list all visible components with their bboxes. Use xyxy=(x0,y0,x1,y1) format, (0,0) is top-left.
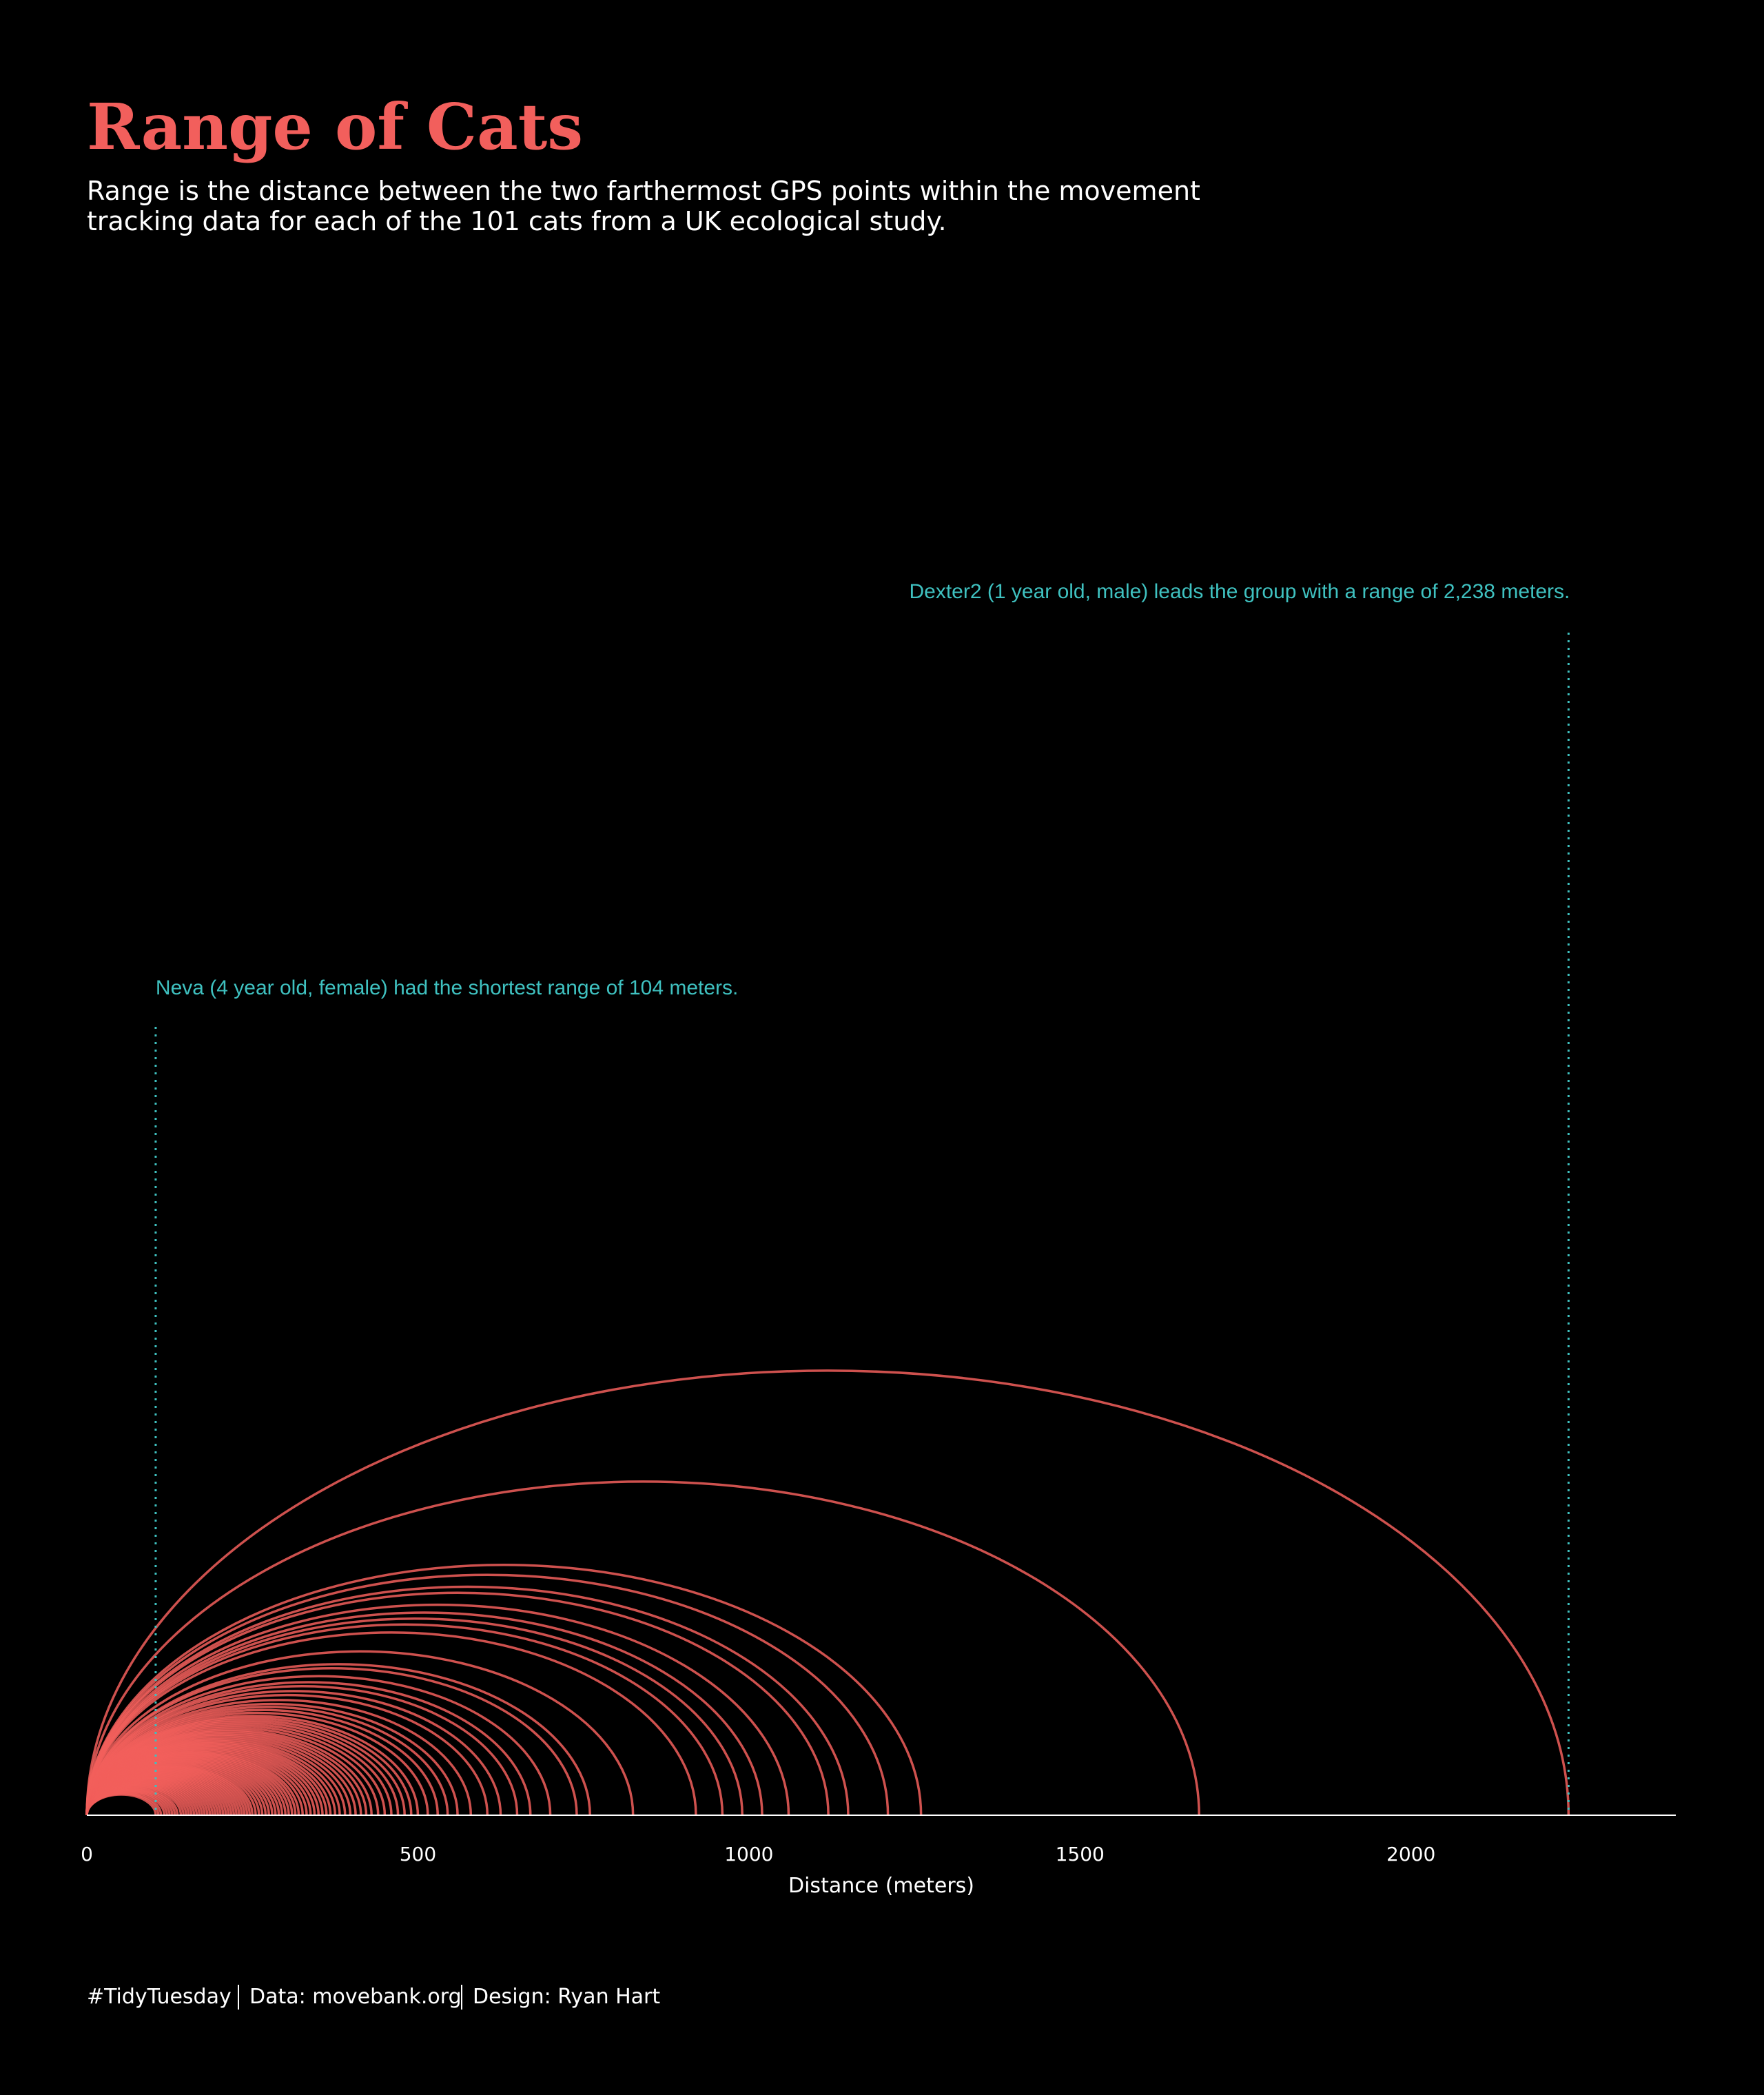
range-arc xyxy=(85,1573,890,1816)
range-arc xyxy=(85,1585,850,1816)
x-tick-label: 1500 xyxy=(1056,1843,1105,1866)
range-arc xyxy=(85,1369,1570,1816)
range-arc xyxy=(85,1592,830,1816)
range-arc xyxy=(85,1604,790,1816)
chart-title: Range of Cats xyxy=(87,90,583,164)
x-axis-label: Distance (meters) xyxy=(788,1874,974,1898)
chart-subtitle-line-1: Range is the distance between the two fa… xyxy=(87,176,1200,206)
caption-design-credit: Design: Ryan Hart xyxy=(473,1985,660,2009)
range-arc xyxy=(85,1650,635,1816)
range-arc xyxy=(85,1480,1200,1816)
x-axis-ticks: 0 500 1000 1500 2000 xyxy=(81,1843,1435,1866)
caption-tag: #TidyTuesday xyxy=(87,1985,232,2009)
range-arc xyxy=(85,1663,591,1816)
max-range-annotation: Dexter2 (1 year old, male) leads the gro… xyxy=(910,580,1570,603)
range-arc xyxy=(85,1675,552,1816)
min-range-annotation: Neva (4 year old, female) had the shorte… xyxy=(156,977,738,999)
x-tick-label: 500 xyxy=(400,1843,436,1866)
range-arc xyxy=(85,1564,923,1816)
x-tick-label: 1000 xyxy=(724,1843,773,1866)
x-tick-label: 0 xyxy=(81,1843,93,1866)
caption-data-source: Data: movebank.org xyxy=(249,1985,462,2009)
range-arc xyxy=(85,1631,697,1816)
x-tick-label: 2000 xyxy=(1386,1843,1435,1866)
chart-subtitle-line-2: tracking data for each of the 101 cats f… xyxy=(87,206,947,236)
arc-series xyxy=(85,1369,1570,1816)
range-arc xyxy=(85,1617,743,1816)
range-arc xyxy=(85,1611,763,1816)
